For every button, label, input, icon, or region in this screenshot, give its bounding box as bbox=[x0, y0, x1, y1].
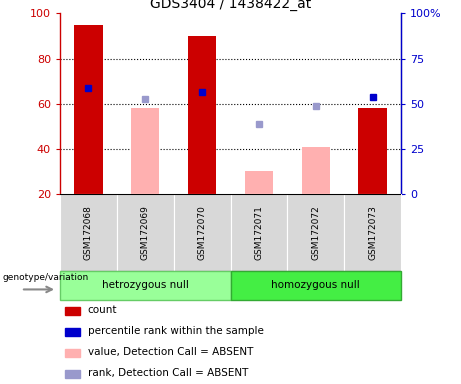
Bar bbox=[230, 271, 401, 300]
Text: GSM172073: GSM172073 bbox=[368, 205, 377, 260]
Bar bbox=[131, 108, 160, 194]
Bar bbox=[65, 328, 80, 336]
Bar bbox=[230, 194, 287, 271]
Bar bbox=[74, 25, 102, 194]
Bar bbox=[301, 147, 330, 194]
Bar bbox=[117, 194, 174, 271]
Text: genotype/variation: genotype/variation bbox=[3, 273, 89, 282]
Bar bbox=[287, 194, 344, 271]
Bar bbox=[65, 307, 80, 314]
Bar bbox=[174, 194, 230, 271]
Bar bbox=[188, 36, 216, 194]
Text: homozygous null: homozygous null bbox=[272, 280, 360, 290]
Text: rank, Detection Call = ABSENT: rank, Detection Call = ABSENT bbox=[88, 368, 248, 379]
Bar bbox=[60, 194, 117, 271]
Title: GDS3404 / 1438422_at: GDS3404 / 1438422_at bbox=[150, 0, 311, 11]
Text: GSM172071: GSM172071 bbox=[254, 205, 263, 260]
Text: count: count bbox=[88, 305, 117, 315]
Text: GSM172068: GSM172068 bbox=[84, 205, 93, 260]
Bar bbox=[245, 171, 273, 194]
Text: GSM172072: GSM172072 bbox=[311, 205, 320, 260]
Bar bbox=[65, 349, 80, 357]
Bar bbox=[65, 371, 80, 378]
Bar bbox=[358, 108, 387, 194]
Bar bbox=[344, 194, 401, 271]
Text: GSM172069: GSM172069 bbox=[141, 205, 150, 260]
Text: value, Detection Call = ABSENT: value, Detection Call = ABSENT bbox=[88, 347, 253, 358]
Bar bbox=[60, 271, 230, 300]
Text: GSM172070: GSM172070 bbox=[198, 205, 207, 260]
Text: hetrozygous null: hetrozygous null bbox=[102, 280, 189, 290]
Text: percentile rank within the sample: percentile rank within the sample bbox=[88, 326, 264, 336]
